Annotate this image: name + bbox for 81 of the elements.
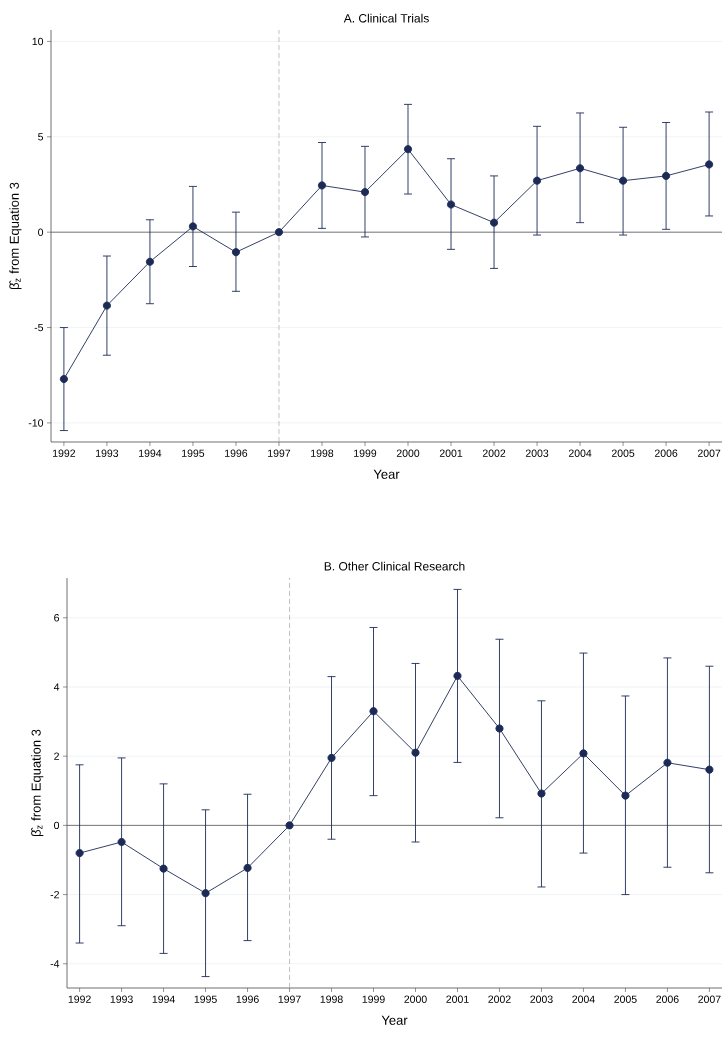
y-tick-label: -4	[50, 960, 60, 968]
y-tick-label: 0	[54, 821, 60, 830]
point	[411, 748, 420, 757]
x-tick-label: 1998	[320, 995, 343, 1003]
point	[285, 821, 294, 830]
point	[446, 200, 456, 209]
x-tick-label: 2005	[611, 449, 635, 457]
point	[117, 837, 126, 847]
y-tick-label: 6	[54, 614, 60, 622]
x-tick-label: 2003	[530, 995, 553, 1003]
point	[243, 863, 252, 872]
point	[159, 864, 168, 873]
x-tick-label: 2001	[439, 449, 463, 457]
point	[663, 758, 672, 767]
x-axis-title: Year	[373, 469, 400, 479]
y-tick-label: 0	[38, 228, 44, 236]
point	[59, 375, 68, 384]
x-tick-label: 2000	[396, 449, 420, 457]
x-tick-label: 1997	[278, 995, 301, 1003]
point	[705, 160, 714, 169]
point	[453, 671, 462, 680]
x-tick-label: 1994	[139, 449, 162, 457]
point	[102, 301, 111, 310]
y-tick-label: 4	[53, 683, 60, 691]
x-tick-label: 2006	[654, 449, 678, 457]
y-axis-title: β̂$_{z}$ from Equation 3	[31, 729, 44, 837]
point	[145, 257, 154, 266]
point	[403, 145, 413, 154]
x-tick-label: 2007	[698, 995, 721, 1003]
y-tick-label: -5	[34, 323, 44, 332]
point	[619, 176, 628, 185]
x-tick-label: 1993	[110, 995, 133, 1003]
x-tick-label: 2007	[697, 449, 721, 457]
x-tick-label: 1999	[362, 995, 385, 1003]
point	[576, 164, 585, 173]
point	[537, 789, 546, 798]
y-tick-label: 10	[32, 37, 44, 46]
y-tick-label: -10	[28, 419, 44, 427]
x-tick-label: 2003	[525, 449, 549, 457]
point	[621, 791, 630, 800]
point	[579, 749, 588, 758]
point	[188, 222, 197, 231]
x-tick-label: 2004	[572, 995, 595, 1003]
y-tick-label: 2	[54, 752, 59, 760]
x-tick-label: 2005	[614, 995, 637, 1003]
x-tick-label: 2004	[568, 449, 592, 457]
x-tick-label: 1999	[354, 449, 377, 457]
x-tick-label: 2001	[446, 995, 469, 1003]
point	[705, 765, 714, 774]
x-tick-label: 1997	[268, 449, 291, 457]
x-tick-label: 1996	[225, 449, 248, 457]
y-tick-label: -2	[50, 890, 59, 899]
x-tick-label: 1996	[236, 995, 259, 1003]
point	[533, 176, 542, 185]
point	[231, 248, 241, 257]
point	[201, 889, 210, 898]
point	[274, 228, 284, 237]
x-tick-label: 1994	[152, 995, 175, 1003]
point	[327, 753, 336, 762]
chart-title: A. Clinical Trials	[343, 13, 429, 23]
point	[360, 188, 370, 197]
x-tick-label: 1992	[68, 995, 91, 1003]
point	[317, 181, 327, 190]
x-tick-label: 1993	[96, 449, 119, 457]
x-tick-label: 2006	[656, 995, 679, 1003]
point	[662, 171, 671, 180]
y-tick-label: 5	[38, 133, 44, 141]
x-tick-label: 1992	[53, 449, 76, 457]
y-axis-title: β̂$_{z}$ from Equation 3	[9, 182, 22, 290]
point	[495, 724, 504, 733]
x-tick-label: 1995	[194, 995, 217, 1003]
x-axis-title: Year	[381, 1015, 408, 1025]
x-tick-label: 1998	[311, 449, 334, 457]
x-tick-label: 2000	[404, 995, 427, 1003]
x-tick-label: 2002	[482, 449, 506, 457]
point	[369, 707, 378, 716]
chart-title: B. Other Clinical Research	[324, 561, 465, 571]
x-tick-label: 2002	[488, 995, 511, 1003]
x-tick-label: 1995	[182, 449, 205, 457]
point	[489, 218, 499, 227]
point	[75, 849, 84, 858]
